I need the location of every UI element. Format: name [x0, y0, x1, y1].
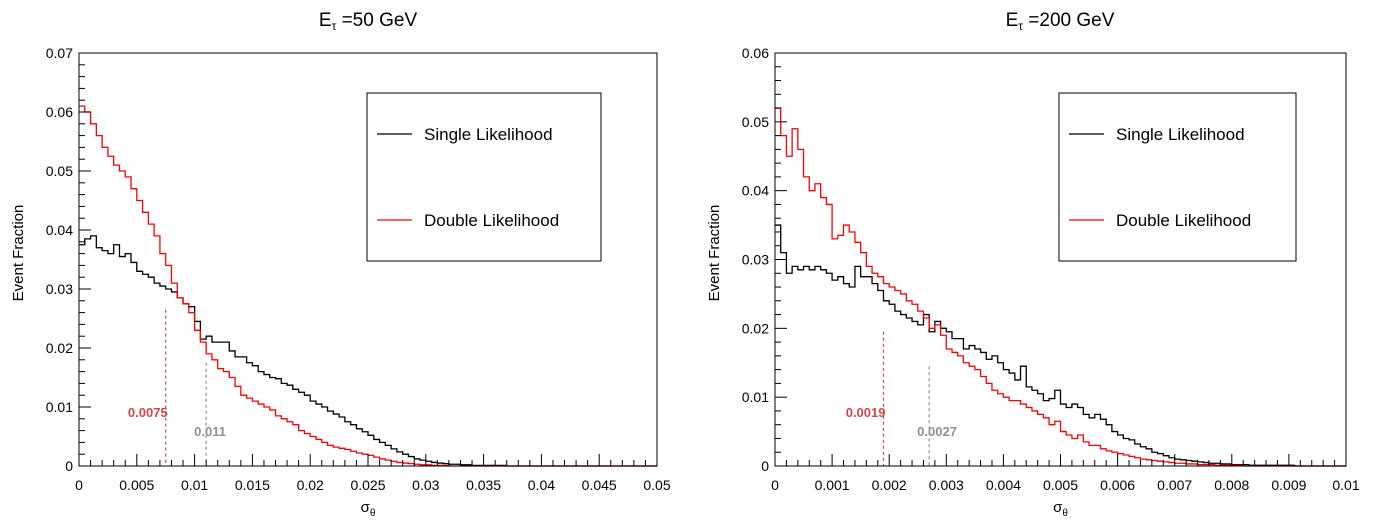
legend-label-single: Single Likelihood [424, 125, 553, 144]
chart-title-main: E [1006, 10, 1019, 31]
y-tick-label: 0.06 [742, 45, 769, 61]
histogram-series-single [775, 224, 1346, 467]
x-tick-label: 0.002 [872, 477, 907, 493]
marker-label-2: 0.011 [194, 424, 226, 439]
x-tick-label: 0.045 [582, 477, 617, 493]
chart-title: Eτ =200 GeV [1006, 10, 1115, 33]
y-tick-label: 0.05 [46, 163, 73, 179]
x-tick-label: 0.009 [1271, 477, 1306, 493]
x-tick-label: 0.008 [1214, 477, 1249, 493]
x-axis-title-main: σ [1053, 499, 1063, 516]
y-tick-label: 0.02 [742, 320, 769, 336]
y-tick-label: 0.01 [46, 399, 73, 415]
x-tick-label: 0.01 [181, 477, 208, 493]
chart-title-subscript: τ [1018, 19, 1023, 33]
x-tick-label: 0.025 [350, 477, 385, 493]
x-axis-title-main: σ [361, 499, 371, 516]
legend-label-double: Double Likelihood [1116, 211, 1251, 230]
y-tick-label: 0 [761, 458, 769, 474]
y-tick-label: 0 [65, 458, 73, 474]
chart-title-rest: =50 GeV [336, 10, 417, 31]
x-tick-label: 0.001 [815, 477, 850, 493]
legend-label-single: Single Likelihood [1116, 125, 1245, 144]
y-axis-title: Event Fraction [10, 205, 27, 302]
x-tick-label: 0.01 [1332, 477, 1359, 493]
y-axis-title: Event Fraction [706, 205, 723, 302]
chart-title-subscript: τ [332, 19, 337, 33]
marker-label-1: 0.0019 [846, 405, 886, 420]
x-tick-label: 0.007 [1157, 477, 1192, 493]
chart-title-main: E [319, 10, 332, 31]
x-axis-title: σθ [1053, 499, 1068, 519]
x-axis-title-subscript: θ [370, 508, 376, 519]
y-tick-label: 0.03 [46, 281, 73, 297]
y-tick-label: 0.04 [46, 222, 73, 238]
chart-panel-2: Eτ =200 GeV 0.0019 0.0027 0 0.001 0.002 0.003 0… [706, 10, 1360, 519]
marker-label-2: 0.0027 [917, 424, 957, 439]
y-tick-label: 0.03 [742, 252, 769, 268]
y-tick-label: 0.07 [46, 45, 73, 61]
y-tick-label: 0.01 [742, 389, 769, 405]
x-tick-label: 0.005 [119, 477, 154, 493]
x-tick-label: 0.005 [1043, 477, 1078, 493]
chart-title-rest: =200 GeV [1023, 10, 1115, 31]
legend: Single Likelihood Double Likelihood [366, 92, 602, 262]
x-axis-title: σθ [361, 499, 376, 519]
x-tick-label: 0 [771, 477, 779, 493]
x-tick-label: 0.015 [235, 477, 270, 493]
chart-panel-1: Eτ =50 GeV 0.0075 0.011 0 0.005 0.01 0.015 0.02… [10, 10, 671, 519]
y-tick-label: 0.02 [46, 340, 73, 356]
legend-label-double: Double Likelihood [424, 211, 559, 230]
y-tick-label: 0.05 [742, 114, 769, 130]
x-tick-label: 0.02 [297, 477, 324, 493]
x-axis-title-subscript: θ [1062, 508, 1068, 519]
x-tick-label: 0.004 [986, 477, 1021, 493]
x-tick-label: 0.05 [643, 477, 670, 493]
x-tick-label: 0.04 [528, 477, 555, 493]
marker-label-1: 0.0075 [128, 405, 168, 420]
x-tick-label: 0.006 [1100, 477, 1135, 493]
y-tick-label: 0.06 [46, 104, 73, 120]
chart-title: Eτ =50 GeV [319, 10, 418, 33]
x-tick-label: 0.03 [412, 477, 439, 493]
x-tick-label: 0.035 [466, 477, 501, 493]
x-tick-label: 0.003 [929, 477, 964, 493]
legend: Single Likelihood Double Likelihood [1058, 92, 1297, 262]
legend-box [1058, 92, 1297, 262]
x-tick-label: 0 [75, 477, 83, 493]
y-tick-label: 0.04 [742, 183, 769, 199]
legend-box [366, 92, 602, 262]
